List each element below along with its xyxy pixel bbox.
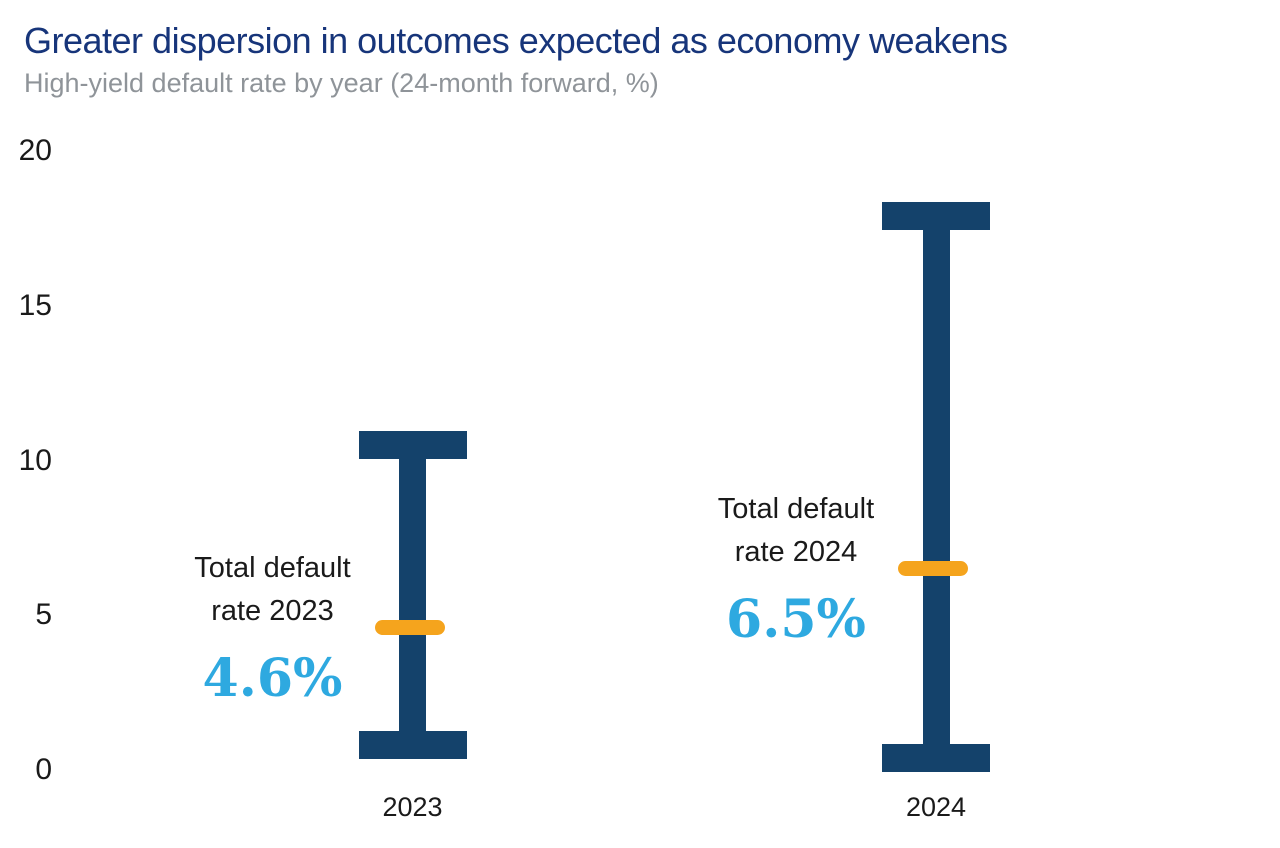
series-annotation-2023: Total default rate 2023 [123, 547, 423, 633]
series-value-2023: 4.6% [202, 647, 343, 709]
range-bar-stem-2024 [922, 216, 950, 758]
range-bar-bottom-cap-2024 [882, 743, 990, 772]
y-axis-tick-label: 0 [35, 753, 52, 786]
y-axis-tick-label: 20 [18, 134, 52, 168]
series-value-2024: 6.5% [726, 588, 866, 650]
range-bar-top-cap-2024 [882, 202, 990, 231]
range-bar-stem-2023 [399, 445, 426, 746]
series-annotation-line1: Total default [194, 552, 351, 585]
total-default-rate-marker-2024 [898, 561, 968, 577]
range-bar-top-cap-2023 [358, 431, 467, 460]
x-axis-label-2024: 2024 [905, 792, 967, 822]
series-annotation-line1: Total default [717, 493, 875, 526]
series-annotation-2024: Total default rate 2024 [646, 488, 946, 574]
x-axis-label-2023: 2023 [382, 792, 443, 822]
y-axis-tick-label: 15 [18, 289, 52, 322]
series-annotation-line2: rate 2024 [734, 536, 858, 569]
series-annotation-line2: rate 2023 [211, 595, 334, 628]
y-axis-tick-label: 5 [35, 598, 52, 632]
range-bar-bottom-cap-2023 [358, 731, 467, 760]
chart-title: Greater dispersion in outcomes expected … [24, 20, 1008, 61]
chart-subtitle: High-yield default rate by year (24-mont… [24, 68, 659, 98]
total-default-rate-marker-2023 [374, 620, 445, 636]
y-axis-tick-label: 10 [18, 443, 52, 477]
